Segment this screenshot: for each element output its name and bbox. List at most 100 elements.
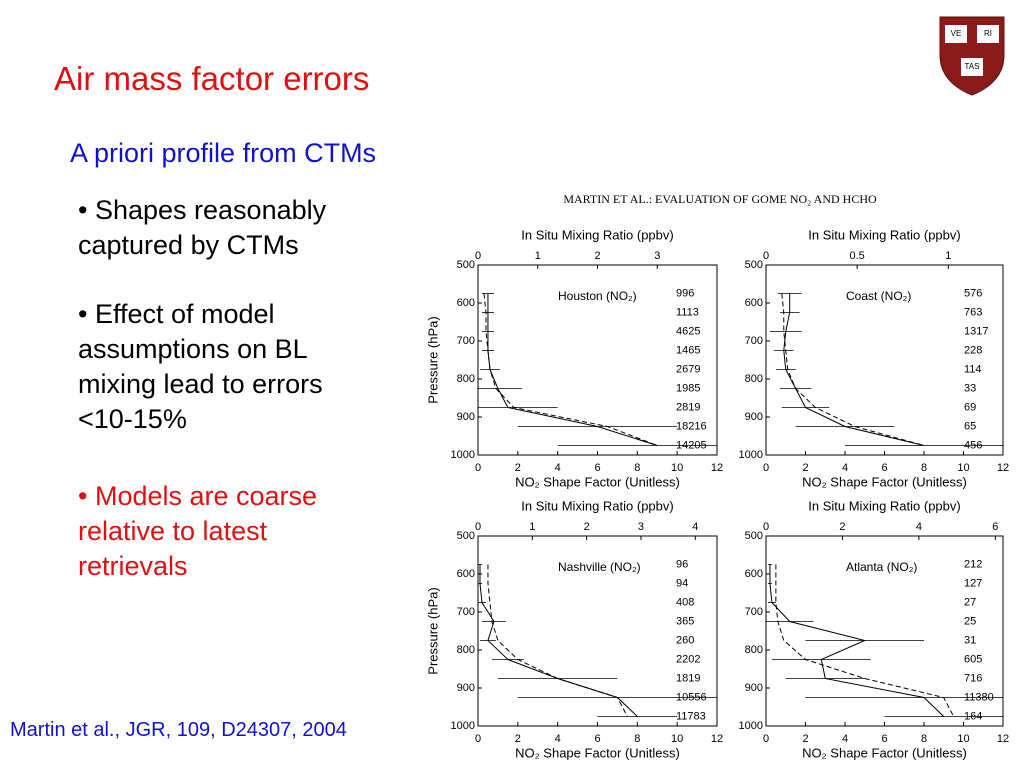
bullet-line: <10-15% bbox=[78, 404, 187, 434]
x2-tick-label: 6 bbox=[992, 521, 998, 533]
x-tick-label: 8 bbox=[921, 733, 927, 745]
y-tick-label: 600 bbox=[745, 568, 763, 580]
count-label: 65 bbox=[964, 420, 976, 432]
x2-tick-label: 0 bbox=[763, 250, 769, 262]
panel-title: Nashville (NO₂) bbox=[558, 560, 641, 574]
count-label: 1985 bbox=[676, 382, 700, 394]
count-label: 2202 bbox=[676, 653, 700, 665]
count-label: 1113 bbox=[676, 306, 699, 318]
profile-line bbox=[781, 293, 925, 446]
count-label: 18216 bbox=[676, 420, 707, 432]
y-tick-label: 500 bbox=[457, 530, 475, 542]
x-tick-label: 2 bbox=[515, 733, 521, 745]
x-tick-label: 0 bbox=[475, 733, 481, 745]
y-tick-label: 500 bbox=[745, 530, 763, 542]
x-axis-label: NO₂ Shape Factor (Unitless) bbox=[515, 745, 680, 760]
x-tick-label: 2 bbox=[802, 462, 808, 474]
y-tick-label: 500 bbox=[745, 259, 763, 271]
x-tick-label: 0 bbox=[763, 733, 769, 745]
y-tick-label: 700 bbox=[745, 606, 763, 618]
count-label: 25 bbox=[964, 615, 976, 627]
count-label: 94 bbox=[676, 577, 688, 589]
y-tick-label: 800 bbox=[745, 644, 763, 656]
count-label: 228 bbox=[964, 344, 982, 356]
y-tick-label: 1000 bbox=[451, 449, 475, 461]
x2-tick-label: 0 bbox=[475, 521, 481, 533]
y-tick-label: 700 bbox=[745, 335, 763, 347]
x-tick-label: 12 bbox=[711, 733, 723, 745]
y-axis-label: Pressure (hPa) bbox=[425, 587, 440, 674]
y-tick-label: 700 bbox=[457, 335, 475, 347]
x-tick-label: 4 bbox=[842, 733, 848, 745]
x2-axis-label: In Situ Mixing Ratio (ppbv) bbox=[808, 498, 960, 513]
count-label: 212 bbox=[964, 558, 982, 570]
x-tick-label: 10 bbox=[957, 462, 969, 474]
profile-line bbox=[487, 293, 658, 446]
logo-text: RI bbox=[984, 29, 992, 38]
count-label: 96 bbox=[676, 558, 688, 570]
profile-line bbox=[487, 564, 628, 717]
x2-axis-label: In Situ Mixing Ratio (ppbv) bbox=[808, 227, 960, 242]
bullet: • Shapes reasonably captured by CTMs bbox=[78, 193, 326, 263]
x-tick-label: 4 bbox=[842, 462, 848, 474]
x-tick-label: 8 bbox=[634, 462, 640, 474]
count-label: 33 bbox=[964, 382, 976, 394]
x-tick-label: 2 bbox=[802, 733, 808, 745]
count-label: 31 bbox=[964, 634, 976, 646]
count-label: 1465 bbox=[676, 344, 700, 356]
book bbox=[977, 25, 999, 43]
x-tick-label: 0 bbox=[763, 462, 769, 474]
x-tick-label: 6 bbox=[881, 733, 887, 745]
count-label: 11783 bbox=[676, 710, 706, 722]
panel-title: Coast (NO₂) bbox=[846, 289, 911, 303]
bullet-line: • Models are coarse bbox=[78, 481, 318, 511]
x-tick-label: 12 bbox=[711, 462, 723, 474]
y-tick-label: 600 bbox=[457, 568, 475, 580]
x2-tick-label: 4 bbox=[916, 521, 922, 533]
count-label: 365 bbox=[676, 615, 694, 627]
x-axis-label: NO₂ Shape Factor (Unitless) bbox=[802, 474, 967, 489]
bullet-line: mixing lead to errors bbox=[78, 369, 323, 399]
x-tick-label: 6 bbox=[881, 462, 887, 474]
x-tick-label: 10 bbox=[671, 462, 683, 474]
count-label: 2819 bbox=[676, 401, 700, 413]
x2-tick-label: 2 bbox=[839, 521, 845, 533]
x-tick-label: 0 bbox=[475, 462, 481, 474]
y-tick-label: 900 bbox=[745, 682, 763, 694]
citation: Martin et al., JGR, 109, D24307, 2004 bbox=[10, 719, 347, 741]
x2-tick-label: 1 bbox=[535, 250, 541, 262]
x-tick-label: 10 bbox=[957, 733, 969, 745]
x-tick-label: 12 bbox=[997, 462, 1009, 474]
x2-tick-label: 0 bbox=[763, 521, 769, 533]
slide-title: Air mass factor errors bbox=[54, 60, 370, 97]
figure-header: MARTIN ET AL.: EVALUATION OF GOME NO₂ AN… bbox=[563, 192, 877, 206]
profile-line bbox=[479, 564, 638, 717]
y-tick-label: 700 bbox=[457, 606, 475, 618]
y-tick-label: 1000 bbox=[739, 449, 763, 461]
y-tick-label: 800 bbox=[745, 373, 763, 385]
bullet: • Effect of model assumptions on BL mixing… bbox=[78, 297, 323, 437]
y-tick-label: 800 bbox=[457, 373, 475, 385]
y-tick-label: 500 bbox=[457, 259, 475, 271]
count-label: 27 bbox=[964, 596, 976, 608]
bullet-line: assumptions on BL bbox=[78, 334, 308, 364]
y-tick-label: 600 bbox=[745, 297, 763, 309]
count-label: 763 bbox=[964, 306, 982, 318]
count-label: 408 bbox=[676, 596, 694, 608]
x-tick-label: 6 bbox=[594, 462, 600, 474]
slide-subtitle: A priori profile from CTMs bbox=[70, 138, 377, 168]
x2-tick-label: 0 bbox=[475, 250, 481, 262]
count-label: 716 bbox=[964, 672, 982, 684]
book bbox=[961, 58, 983, 76]
logo: VE RI TAS bbox=[939, 16, 1005, 96]
x2-axis-label: In Situ Mixing Ratio (ppbv) bbox=[521, 227, 673, 242]
bullet-line: captured by CTMs bbox=[78, 230, 299, 260]
y-tick-label: 600 bbox=[457, 297, 475, 309]
logo-text: TAS bbox=[965, 62, 980, 71]
y-tick-label: 900 bbox=[745, 411, 763, 423]
profile-line bbox=[483, 293, 658, 446]
logo-text: VE bbox=[951, 29, 962, 38]
